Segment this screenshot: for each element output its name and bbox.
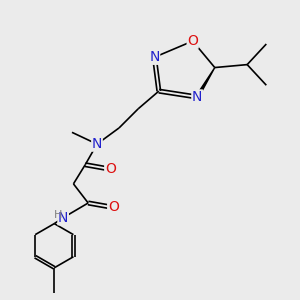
Text: O: O: [108, 200, 118, 214]
Text: N: N: [92, 137, 102, 151]
Text: H: H: [54, 210, 62, 220]
Text: O: O: [105, 162, 116, 176]
Text: N: N: [58, 211, 68, 225]
Text: N: N: [149, 50, 160, 64]
Polygon shape: [196, 68, 215, 98]
Text: N: N: [192, 90, 202, 104]
Text: O: O: [187, 34, 198, 48]
